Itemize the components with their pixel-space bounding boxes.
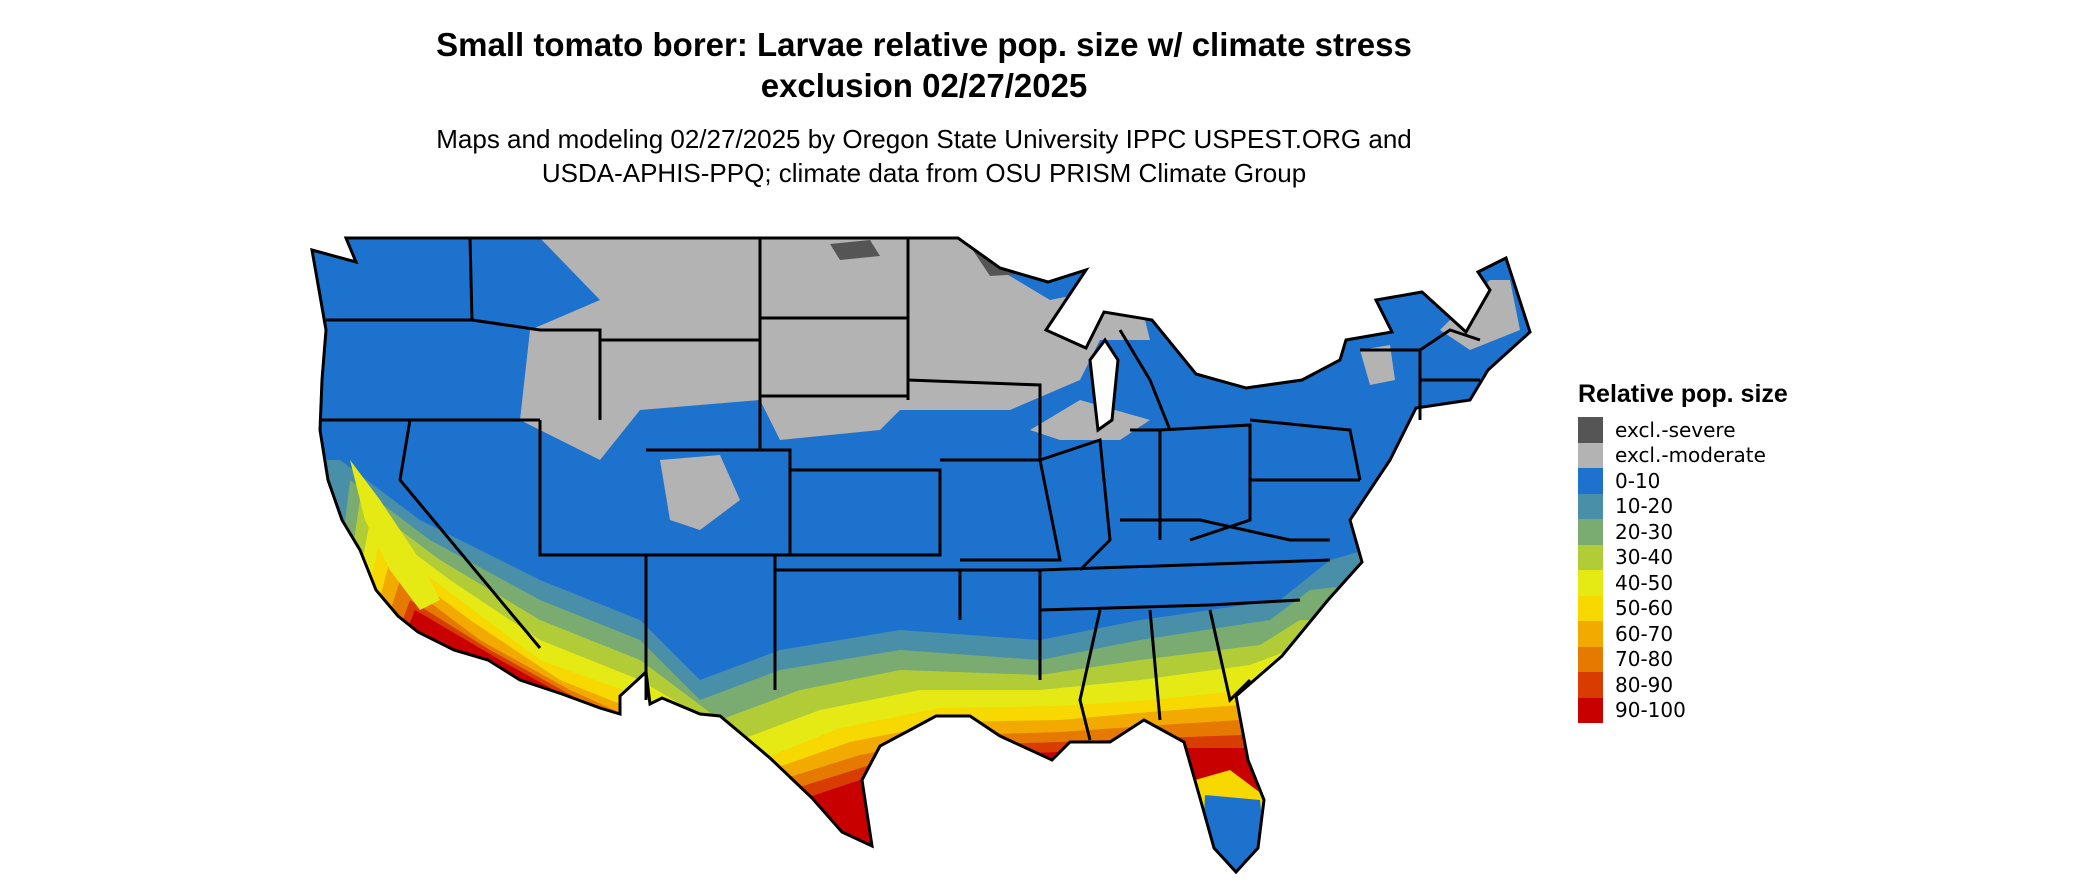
legend-item: 70-80 <box>1578 646 1788 672</box>
legend-label: 40-50 <box>1615 570 1674 595</box>
title-line-2: exclusion 02/27/2025 <box>760 67 1088 104</box>
region-excl-moderate-adirondacks <box>1360 345 1395 385</box>
legend-label: 0-10 <box>1615 468 1661 493</box>
region-florida-south <box>1200 795 1270 872</box>
legend-swatch <box>1578 468 1603 494</box>
legend-label: 70-80 <box>1615 647 1674 672</box>
legend-item: 20-30 <box>1578 519 1788 545</box>
title-line-1: Small tomato borer: Larvae relative pop.… <box>436 26 1412 63</box>
legend-label: 20-30 <box>1615 519 1674 544</box>
legend-item: excl.-moderate <box>1578 442 1788 468</box>
legend-swatch <box>1578 442 1603 468</box>
legend-items: excl.-severe excl.-moderate 0-10 10-20 20-30… <box>1578 417 1788 723</box>
subtitle-line-1: Maps and modeling 02/27/2025 by Oregon S… <box>436 124 1412 154</box>
legend-title: Relative pop. size <box>1578 380 1788 408</box>
legend-item: 90-100 <box>1578 697 1788 723</box>
legend-label: 60-70 <box>1615 621 1674 646</box>
legend-label: 30-40 <box>1615 545 1674 570</box>
legend-swatch <box>1578 621 1603 647</box>
legend-swatch <box>1578 646 1603 672</box>
legend-label: excl.-severe <box>1615 417 1736 442</box>
map-title: Small tomato borer: Larvae relative pop.… <box>0 24 1848 106</box>
legend-swatch <box>1578 493 1603 519</box>
legend-item: 80-90 <box>1578 672 1788 698</box>
legend-label: excl.-moderate <box>1615 443 1766 468</box>
region-california-valley <box>350 460 440 610</box>
subtitle-line-2: USDA-APHIS-PPQ; climate data from OSU PR… <box>541 158 1307 188</box>
legend-swatch <box>1578 570 1603 596</box>
legend-item: 30-40 <box>1578 544 1788 570</box>
legend-swatch <box>1578 519 1603 545</box>
region-excl-moderate-wisconsin <box>1030 400 1150 440</box>
lake-michigan <box>1088 337 1120 433</box>
legend: Relative pop. size excl.-severe excl.-mod… <box>1578 380 1788 723</box>
great-lakes <box>1088 337 1120 433</box>
legend-swatch <box>1578 417 1603 443</box>
legend-swatch <box>1578 595 1603 621</box>
legend-item: 10-20 <box>1578 493 1788 519</box>
region-excl-moderate-plains <box>520 238 1150 460</box>
legend-item: 40-50 <box>1578 570 1788 596</box>
legend-item: 60-70 <box>1578 621 1788 647</box>
region-excl-moderate-colorado <box>660 455 740 530</box>
legend-swatch <box>1578 697 1603 723</box>
legend-item: 50-60 <box>1578 595 1788 621</box>
state-borders <box>310 236 1532 875</box>
legend-swatch <box>1578 672 1603 698</box>
legend-swatch <box>1578 544 1603 570</box>
legend-item: 0-10 <box>1578 468 1788 494</box>
legend-label: 90-100 <box>1615 698 1686 723</box>
legend-label: 50-60 <box>1615 596 1674 621</box>
map-subtitle: Maps and modeling 02/27/2025 by Oregon S… <box>0 122 1848 190</box>
legend-item: excl.-severe <box>1578 417 1788 443</box>
legend-label: 10-20 <box>1615 494 1674 519</box>
legend-label: 80-90 <box>1615 672 1674 697</box>
